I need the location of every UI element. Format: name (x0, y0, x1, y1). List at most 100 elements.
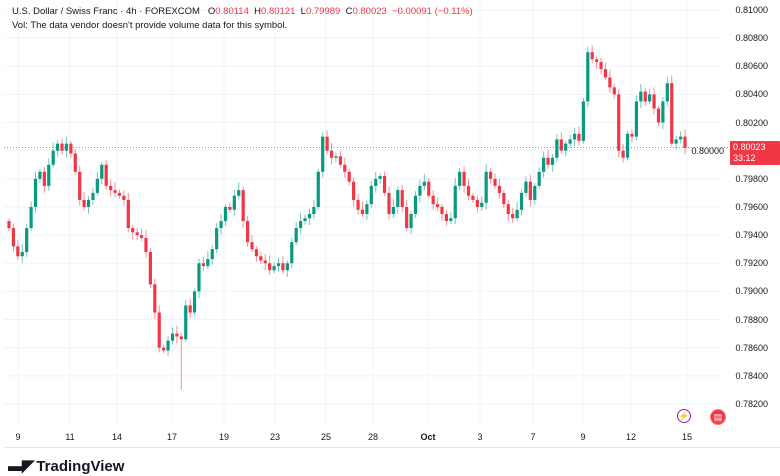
candle-down (153, 284, 157, 313)
candle-down (382, 176, 387, 193)
tradingview-logo-icon: ▬◤ (8, 458, 34, 475)
candle-down (241, 190, 245, 222)
tradingview-logo[interactable]: ▬◤ TradingView (8, 456, 124, 476)
candle-up (299, 221, 303, 229)
candle-up (533, 185, 537, 200)
candle-up (586, 52, 590, 102)
candle-up (537, 171, 541, 186)
price-tick: 0.81000 (735, 5, 768, 15)
candle-up (634, 101, 638, 137)
candle-down (440, 206, 444, 215)
candle-down (82, 199, 86, 207)
candle-up (206, 259, 210, 267)
candle-down (338, 156, 342, 165)
candle-up (20, 252, 24, 257)
candle-up (409, 214, 413, 229)
candle-down (528, 181, 532, 200)
chart-area[interactable] (4, 0, 780, 448)
candle-down (104, 164, 108, 186)
candle-down (175, 333, 179, 337)
candle-up (192, 291, 197, 313)
candle-down (506, 204, 510, 215)
candle-up (303, 218, 307, 222)
candle-up (480, 202, 484, 207)
candle-down (329, 150, 334, 158)
candle-up (524, 181, 528, 193)
candle-down (559, 139, 563, 151)
bar-countdown: 33:12 (733, 153, 756, 163)
last-price-label: 0.80023 33:12 (730, 141, 780, 165)
candle-down (595, 59, 599, 63)
candle-down (621, 150, 625, 158)
open-value: 0.80114 (215, 6, 249, 17)
candle-down (400, 190, 404, 207)
high-value: 0.80121 (261, 6, 296, 17)
candle-down (475, 199, 479, 207)
close-value: 0.80023 (352, 6, 387, 17)
candle-up (237, 190, 241, 196)
candle-up (215, 228, 219, 250)
candle-up (232, 195, 236, 210)
last-price-value: 0.80023 (733, 142, 766, 152)
price-tick: 0.78200 (735, 398, 768, 409)
brand-name: TradingView (36, 457, 125, 475)
candle-up (86, 199, 91, 207)
price-tick: 0.79400 (735, 230, 768, 241)
price-tick: 0.79600 (735, 201, 768, 212)
candle-down (78, 171, 82, 200)
candle-down (188, 305, 192, 313)
candle-down (268, 263, 272, 271)
time-tick: 9 (15, 432, 21, 442)
time-tick: 28 (367, 432, 379, 442)
candle-down (144, 237, 148, 253)
candle-up (33, 178, 38, 207)
candle-down (356, 199, 360, 210)
candle-down (608, 77, 612, 88)
candle-down (471, 195, 475, 200)
candle-down (511, 214, 515, 219)
candle-down (599, 62, 603, 70)
candle-up (223, 206, 228, 222)
time-tick: 25 (320, 432, 332, 442)
candle-up (312, 206, 316, 215)
candle-down (360, 209, 365, 215)
price-tick: 0.79800 (735, 173, 768, 184)
candlestick-chart[interactable] (4, 0, 780, 447)
lightning-event-icon[interactable]: ⚡ (677, 409, 691, 423)
candle-down (228, 206, 232, 210)
us-flag-event-icon[interactable]: ▤ (710, 409, 726, 425)
candle-up (316, 171, 320, 207)
candle-down (16, 246, 20, 257)
price-tick: 0.80400 (735, 89, 768, 100)
candle-up (515, 209, 519, 219)
candle-up (555, 139, 559, 158)
candle-down (69, 143, 73, 154)
candle-down (347, 171, 351, 182)
candle-down (122, 195, 126, 200)
price-tick: 0.79200 (735, 258, 768, 269)
candle-down (139, 235, 144, 238)
candle-up (639, 91, 643, 102)
candle-up (321, 136, 325, 172)
candle-down (612, 87, 616, 95)
candle-up (95, 178, 99, 193)
candle-up (550, 157, 555, 165)
candle-up (374, 178, 378, 186)
candle-down (630, 133, 634, 137)
candle-up (458, 171, 462, 186)
candle-up (197, 263, 201, 292)
candle-down (245, 221, 250, 243)
candle-down (60, 143, 64, 151)
candle-up (674, 139, 678, 144)
time-tick: 7 (530, 432, 536, 442)
candle-up (276, 263, 281, 267)
candle-down (435, 204, 440, 207)
candle-up (25, 228, 29, 253)
candle-down (387, 192, 391, 215)
candle-up (665, 83, 669, 102)
time-tick: 9 (580, 432, 586, 442)
candle-down (603, 69, 608, 78)
candle-down (493, 178, 497, 186)
candle-down (259, 256, 263, 261)
candle-up (307, 214, 312, 219)
